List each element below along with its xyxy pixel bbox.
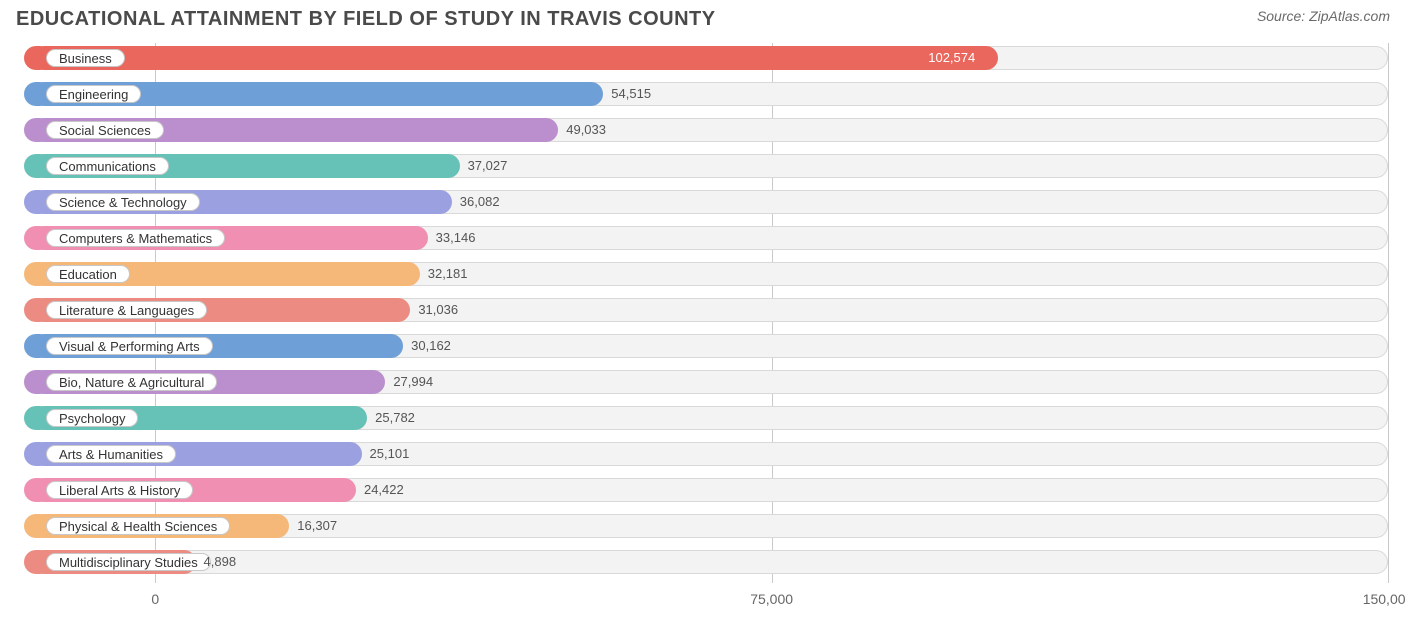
category-pill: Science & Technology (46, 193, 200, 211)
source-attribution: Source: ZipAtlas.com (1257, 8, 1390, 24)
bar-value: 37,027 (468, 154, 508, 178)
bar-row: Visual & Performing Arts 30,162 (12, 331, 1394, 361)
bar-value: 16,307 (297, 514, 337, 538)
category-pill: Arts & Humanities (46, 445, 176, 463)
bar-bullet (24, 118, 44, 142)
bar-value: 33,146 (436, 226, 476, 250)
x-axis: 075,000150,000 (12, 585, 1394, 615)
category-pill: Liberal Arts & History (46, 481, 193, 499)
bar-value: 31,036 (418, 298, 458, 322)
bar-row: Multidisciplinary Studies4,898 (12, 547, 1394, 577)
header: EDUCATIONAL ATTAINMENT BY FIELD OF STUDY… (12, 8, 1394, 31)
bar-bullet (24, 82, 44, 106)
x-axis-label: 150,000 (1363, 591, 1406, 607)
category-pill: Literature & Languages (46, 301, 207, 319)
bar-bullet (24, 514, 44, 538)
bar-value: 30,162 (411, 334, 451, 358)
bar-bullet (24, 262, 44, 286)
category-pill: Business (46, 49, 125, 67)
bar-value: 36,082 (460, 190, 500, 214)
bar-bullet (24, 334, 44, 358)
bar-bullet (24, 550, 44, 574)
x-axis-label: 75,000 (750, 591, 793, 607)
bar-row: Literature & Languages 31,036 (12, 295, 1394, 325)
bar-value: 25,101 (370, 442, 410, 466)
bar-row: Social Sciences 49,033 (12, 115, 1394, 145)
category-pill: Visual & Performing Arts (46, 337, 213, 355)
bar-value: 32,181 (428, 262, 468, 286)
x-axis-label: 0 (151, 591, 159, 607)
category-pill: Bio, Nature & Agricultural (46, 373, 217, 391)
bar-bullet (24, 190, 44, 214)
category-pill: Computers & Mathematics (46, 229, 225, 247)
bar-row: Arts & Humanities 25,101 (12, 439, 1394, 469)
chart-title: EDUCATIONAL ATTAINMENT BY FIELD OF STUDY… (16, 8, 716, 31)
bar-bullet (24, 406, 44, 430)
bar-row: Business 102,574 (12, 43, 1394, 73)
bar-bullet (24, 370, 44, 394)
bar-fill (32, 46, 998, 70)
category-pill: Psychology (46, 409, 138, 427)
category-pill: Social Sciences (46, 121, 164, 139)
bar-bullet (24, 46, 44, 70)
bar-row: Communications 37,027 (12, 151, 1394, 181)
bar-value: 54,515 (611, 82, 651, 106)
category-pill: Multidisciplinary Studies (46, 553, 211, 571)
bar-row: Education 32,181 (12, 259, 1394, 289)
bar-row: Computers & Mathematics 33,146 (12, 223, 1394, 253)
bar-value: 25,782 (375, 406, 415, 430)
category-pill: Education (46, 265, 130, 283)
bar-bullet (24, 442, 44, 466)
bar-row: Science & Technology 36,082 (12, 187, 1394, 217)
bar-row: Bio, Nature & Agricultural 27,994 (12, 367, 1394, 397)
chart-area: Business 102,574 Engineering 54,515 Social S… (12, 43, 1394, 615)
category-pill: Physical & Health Sciences (46, 517, 230, 535)
bar-bullet (24, 226, 44, 250)
category-pill: Engineering (46, 85, 141, 103)
bar-row: Liberal Arts & History 24,422 (12, 475, 1394, 505)
bar-row: Physical & Health Sciences 16,307 (12, 511, 1394, 541)
bar-value: 4,898 (204, 550, 237, 574)
bar-value: 27,994 (393, 370, 433, 394)
chart-container: EDUCATIONAL ATTAINMENT BY FIELD OF STUDY… (0, 0, 1406, 623)
bar-row: Psychology 25,782 (12, 403, 1394, 433)
rows-wrap: Business 102,574 Engineering 54,515 Social S… (12, 43, 1394, 583)
bar-bullet (24, 298, 44, 322)
category-pill: Communications (46, 157, 169, 175)
bar-value: 102,574 (928, 46, 975, 70)
bar-bullet (24, 154, 44, 178)
bar-row: Engineering 54,515 (12, 79, 1394, 109)
bar-bullet (24, 478, 44, 502)
bar-value: 49,033 (566, 118, 606, 142)
bar-value: 24,422 (364, 478, 404, 502)
